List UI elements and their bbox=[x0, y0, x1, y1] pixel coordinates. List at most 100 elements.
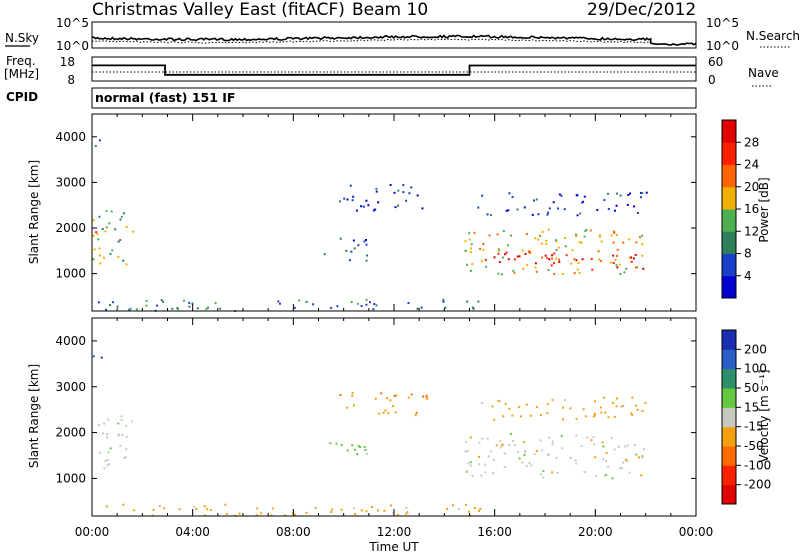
power-mark bbox=[630, 256, 633, 259]
power-mark bbox=[612, 241, 615, 244]
power-mark bbox=[135, 308, 138, 311]
power-mark bbox=[497, 252, 500, 255]
power-mark bbox=[481, 260, 483, 263]
power-mark bbox=[477, 206, 480, 209]
power-mark bbox=[479, 247, 482, 250]
velocity-mark bbox=[354, 513, 357, 515]
time-tick-label: 00:00 bbox=[75, 525, 110, 539]
power-mark bbox=[557, 246, 560, 249]
power-mark bbox=[556, 207, 559, 210]
velocity-mark bbox=[380, 392, 383, 395]
velocity-mark bbox=[353, 404, 355, 407]
power-mark bbox=[535, 198, 538, 201]
power-mark bbox=[516, 208, 519, 211]
power-mark bbox=[109, 252, 112, 255]
velocity-mark bbox=[410, 393, 413, 396]
power-mark bbox=[507, 209, 510, 212]
velocity-mark bbox=[528, 461, 531, 464]
velocity-mark bbox=[548, 453, 550, 456]
power-mark bbox=[552, 201, 555, 204]
time-tick-label: 20:00 bbox=[578, 525, 613, 539]
power-mark bbox=[482, 243, 485, 245]
velocity-scale-tick-label: 50 bbox=[744, 381, 759, 395]
velocity-mark bbox=[605, 460, 607, 463]
velocity-mark bbox=[605, 452, 608, 454]
velocity-mark bbox=[523, 454, 526, 457]
power-mark bbox=[641, 234, 644, 237]
power-mark bbox=[623, 271, 626, 274]
velocity-mark bbox=[626, 444, 629, 447]
power-mark bbox=[108, 222, 111, 225]
velocity-mark bbox=[495, 444, 498, 447]
power-mark bbox=[481, 194, 484, 197]
velocity-mark bbox=[178, 508, 181, 511]
power-mark bbox=[583, 235, 586, 238]
velocity-mark bbox=[631, 413, 634, 416]
velocity-mark bbox=[339, 394, 342, 396]
velocity-mark bbox=[601, 441, 604, 444]
power-mark bbox=[547, 269, 550, 271]
nave-tick-top: 60 bbox=[708, 55, 723, 69]
velocity-mark bbox=[422, 395, 425, 398]
velocity-mark bbox=[123, 456, 126, 459]
power-mark bbox=[94, 145, 97, 148]
velocity-mark bbox=[331, 508, 333, 511]
power-mark bbox=[645, 191, 648, 194]
velocity-mark bbox=[206, 508, 209, 511]
velocity-mark bbox=[107, 418, 110, 421]
velocity-mark bbox=[592, 436, 595, 439]
power-colorbar: 28 24 20 16 12 8 4 Power [dB] bbox=[721, 119, 771, 299]
power-mark bbox=[330, 306, 333, 309]
velocity-mark bbox=[575, 434, 578, 437]
time-tick-label: 08:00 bbox=[276, 525, 311, 539]
power-mark bbox=[305, 300, 308, 303]
power-mark bbox=[444, 306, 447, 309]
power-mark bbox=[293, 306, 296, 309]
power-mark bbox=[365, 298, 368, 301]
velocity-mark bbox=[529, 414, 532, 417]
power-mark bbox=[625, 267, 628, 270]
power-mark bbox=[365, 243, 368, 246]
power-mark bbox=[171, 307, 174, 310]
power-mark bbox=[365, 303, 368, 306]
power-mark bbox=[616, 266, 619, 269]
velocity-mark bbox=[562, 418, 564, 421]
cpid-value: normal (fast) 151 IF bbox=[95, 90, 235, 105]
power-mark bbox=[537, 238, 540, 241]
power-mark bbox=[493, 256, 496, 259]
power-mark bbox=[512, 269, 515, 272]
velocity-mark bbox=[357, 444, 360, 447]
power-mark bbox=[576, 268, 579, 271]
velocity-mark bbox=[525, 465, 528, 467]
velocity-mark bbox=[561, 447, 564, 450]
velocity-scale-swatch bbox=[722, 484, 736, 505]
power-mark bbox=[119, 239, 122, 241]
power-mark bbox=[533, 199, 535, 202]
power-mark bbox=[365, 239, 367, 241]
velocity-mark bbox=[335, 442, 338, 445]
velocity-mark bbox=[575, 462, 578, 465]
freq-tick-bottom: 8 bbox=[67, 73, 75, 87]
power-mark bbox=[477, 300, 480, 303]
power-mark bbox=[635, 241, 638, 244]
velocity-mark bbox=[224, 503, 227, 506]
velocity-scale-swatch bbox=[722, 446, 736, 466]
velocity-mark bbox=[158, 505, 161, 508]
velocity-mark bbox=[351, 394, 354, 397]
velocity-mark bbox=[353, 507, 356, 510]
velocity-mark bbox=[487, 455, 490, 458]
power-mark bbox=[610, 234, 613, 237]
velocity-mark bbox=[548, 436, 551, 439]
velocity-mark bbox=[458, 507, 461, 510]
velocity-mark bbox=[340, 444, 343, 446]
power-mark bbox=[375, 190, 378, 193]
velocity-mark bbox=[371, 505, 373, 508]
power-mark bbox=[590, 257, 593, 260]
velocity-mark bbox=[586, 436, 589, 439]
power-mark bbox=[534, 237, 537, 240]
nave-label: Nave bbox=[748, 66, 779, 80]
power-mark bbox=[508, 192, 511, 195]
velocity-mark bbox=[99, 451, 102, 454]
velocity-mark bbox=[523, 441, 526, 444]
power-mark bbox=[639, 196, 642, 199]
